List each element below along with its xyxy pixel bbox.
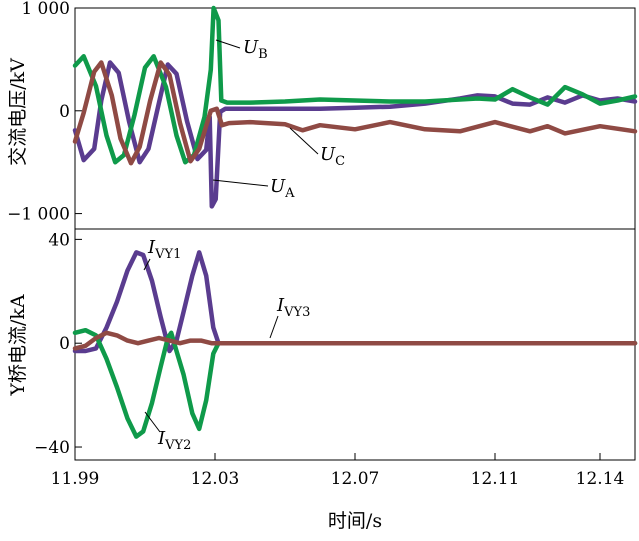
current-y-axis: 40 0 −40 — [34, 230, 82, 458]
annotation-leader-line — [212, 179, 269, 187]
voltage-annotations: UB UC UA — [212, 37, 345, 201]
phase-a-voltage-line — [72, 60, 638, 209]
x-tick-label: 12.03 — [191, 469, 240, 489]
x-tick-label: 12.07 — [331, 469, 380, 489]
current-y-tick-label: 0 — [59, 334, 70, 354]
x-tick-label: 11.99 — [51, 469, 100, 489]
series-annotation-i-vy2: IVY2 — [157, 428, 191, 453]
annotation-leader-line — [289, 127, 319, 155]
current-y-tick-label: −40 — [34, 438, 70, 458]
current-series-group — [72, 250, 638, 439]
phase-b-voltage-line — [72, 5, 638, 165]
series-annotation-u-c: UC — [320, 144, 345, 169]
series-annotation-i-vy3: IVY3 — [276, 295, 310, 320]
voltage-y-tick-label: −1 000 — [7, 205, 70, 225]
annotation-leader-line — [269, 315, 279, 339]
x-axis-label: 时间/s — [328, 510, 382, 532]
series-annotation-u-a: UA — [270, 176, 295, 201]
voltage-plot-frame — [74, 7, 636, 230]
annotation-leader-line — [215, 39, 241, 49]
voltage-y-tick-label: 0 — [59, 102, 70, 122]
current-panel: 400−40 11.99 12.03 12.07 12.11 12.14 IVY1IVY… — [7, 228, 638, 532]
current-y-tick-label: 40 — [48, 230, 70, 250]
vy2-current-line — [72, 327, 638, 439]
current-y-axis-label: Y桥电流/kA — [7, 294, 29, 396]
annotation-leader-line — [143, 258, 151, 271]
series-annotation-u-b: UB — [243, 37, 268, 62]
voltage-panel: 1 000 0 −1 000 UB UC UA 交流电压/kV — [7, 0, 638, 230]
phase-c-voltage-line — [72, 60, 638, 166]
voltage-y-axis-label: 交流电压/kV — [7, 58, 29, 166]
voltage-series-group — [72, 5, 638, 209]
vy3-current-line — [72, 330, 638, 351]
current-annotations: IVY1 IVY3 IVY2 — [143, 237, 310, 453]
voltage-y-axis: 1 000 0 −1 000 — [7, 0, 82, 225]
series-annotation-i-vy1: IVY1 — [147, 237, 181, 262]
x-tick-label: 12.11 — [471, 469, 520, 489]
annotation-leader-line — [144, 411, 161, 433]
time-x-axis: 11.99 12.03 12.07 12.11 12.14 — [51, 453, 625, 489]
voltage-y-tick-label: 1 000 — [21, 0, 70, 19]
x-tick-label: 12.14 — [576, 469, 625, 489]
vy1-current-line — [72, 250, 638, 354]
